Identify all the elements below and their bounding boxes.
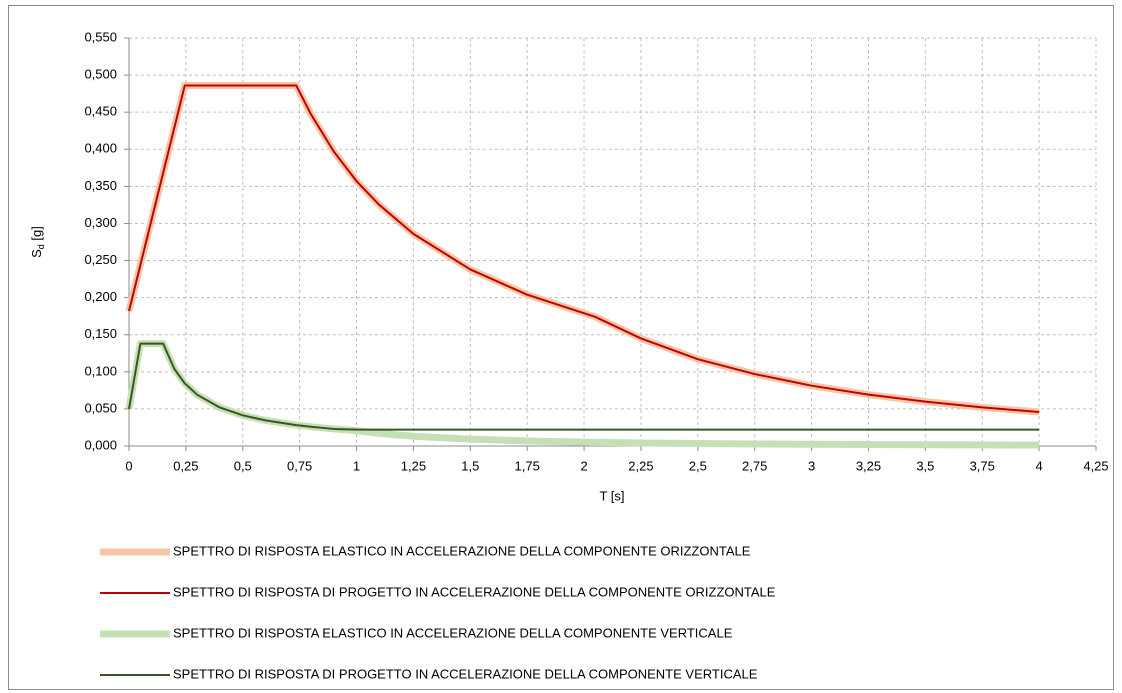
y-tick-label: 0,450 — [84, 104, 117, 119]
x-tick-label: 0 — [125, 458, 132, 473]
y-tick-label: 0,150 — [84, 326, 117, 341]
x-tick-label: 3,25 — [856, 458, 881, 473]
x-tick-label: 2 — [580, 458, 587, 473]
x-tick-label: 4 — [1036, 458, 1043, 473]
x-tick-label: 1,25 — [401, 458, 426, 473]
legend-label: SPETTRO DI RISPOSTA DI PROGETTO IN ACCEL… — [173, 584, 776, 599]
x-tick-label: 3 — [808, 458, 815, 473]
y-tick-label: 0,250 — [84, 252, 117, 267]
legend-label: SPETTRO DI RISPOSTA ELASTICO IN ACCELERA… — [173, 543, 751, 558]
y-tick-label: 0,200 — [84, 289, 117, 304]
x-tick-label: 1,5 — [461, 458, 479, 473]
x-tick-label: 1,75 — [515, 458, 540, 473]
y-tick-label: 0,000 — [84, 437, 117, 452]
y-tick-label: 0,050 — [84, 400, 117, 415]
x-tick-label: 2,75 — [742, 458, 767, 473]
x-tick-label: 2,25 — [628, 458, 653, 473]
y-tick-label: 0,500 — [84, 67, 117, 82]
y-axis-title-main: S — [29, 249, 44, 258]
x-tick-label: 1 — [353, 458, 360, 473]
x-tick-label: 0,25 — [173, 458, 198, 473]
y-tick-label: 0,400 — [84, 141, 117, 156]
chart-border — [8, 5, 1114, 690]
y-axis-title-sub: d — [36, 244, 46, 249]
legend-label: SPETTRO DI RISPOSTA DI PROGETTO IN ACCEL… — [173, 666, 758, 681]
x-tick-label: 4,25 — [1083, 458, 1108, 473]
x-tick-label: 3,5 — [916, 458, 934, 473]
series-line — [128, 84, 1040, 414]
y-tick-label: 0,100 — [84, 363, 117, 378]
x-tick-label: 0,5 — [234, 458, 252, 473]
y-axis-title: Sd [g] — [29, 226, 46, 258]
y-axis-title-unit: [g] — [29, 226, 44, 244]
y-tick-label: 0,350 — [84, 178, 117, 193]
x-tick-label: 2,5 — [689, 458, 707, 473]
y-tick-label: 0,550 — [84, 29, 117, 44]
series-line — [128, 342, 1040, 431]
x-tick-label: 0,75 — [287, 458, 312, 473]
x-tick-label: 3,75 — [970, 458, 995, 473]
x-axis-title: T [s] — [599, 488, 624, 503]
y-tick-label: 0,300 — [84, 215, 117, 230]
legend-label: SPETTRO DI RISPOSTA ELASTICO IN ACCELERA… — [173, 625, 733, 640]
